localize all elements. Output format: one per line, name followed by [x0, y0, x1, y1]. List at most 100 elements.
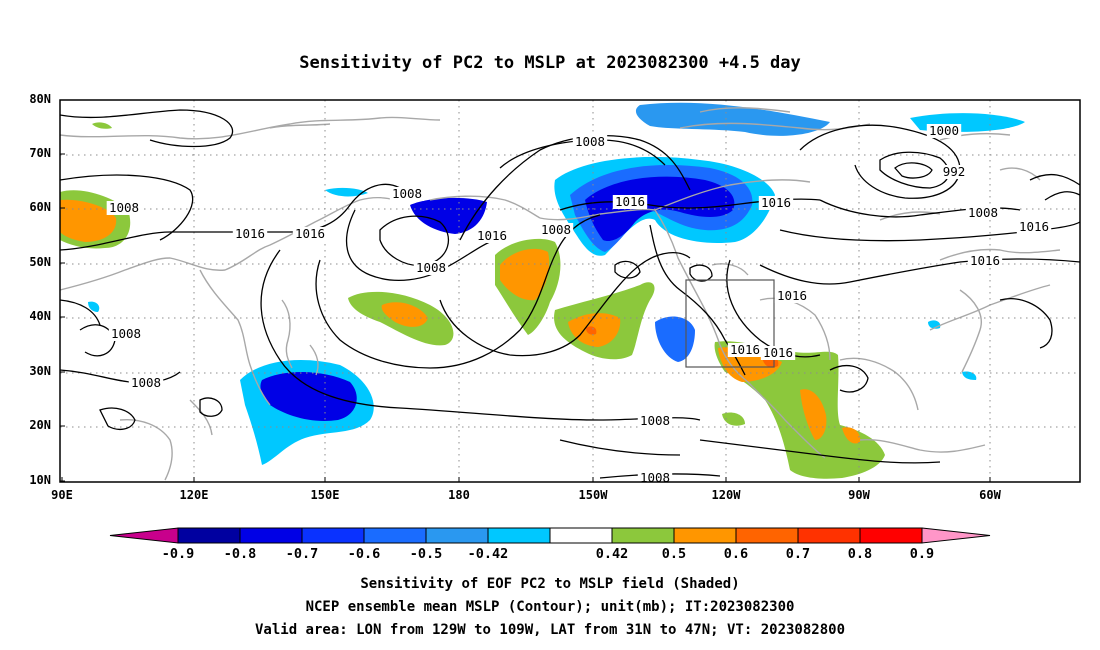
positive-sensitivity-west-core: [60, 199, 117, 242]
negative-sensitivity-west-pacific-core: [260, 371, 357, 421]
positive-sensitivity-subtropical-peak: [586, 326, 597, 335]
contour-label-bg: [758, 196, 794, 210]
contour-label-bg: [926, 124, 962, 138]
colorbar-tick-label: 0.7: [786, 546, 810, 562]
contour-label: 1008: [109, 200, 139, 215]
contour-label-bg: [940, 165, 968, 179]
y-tick-label: 50N: [29, 255, 51, 269]
positive-sensitivity-central-pacific-core: [500, 248, 550, 301]
contour-label-bg: [612, 195, 648, 209]
negative-sensitivity-small-4: [88, 301, 100, 312]
colorbar-high-extension: [921, 527, 991, 544]
colorbar-tick-label: 0.8: [848, 546, 872, 562]
contour-label-bg: [760, 346, 796, 360]
contour-label: 1016: [477, 228, 507, 243]
colorbar-swatch: [487, 527, 551, 544]
caption-line-1: Sensitivity of EOF PC2 to MSLP field (Sh…: [360, 576, 739, 592]
contour-label: 1008: [541, 222, 571, 237]
contour-label-bg: [967, 254, 1003, 268]
sensitivity-shading: [60, 102, 1025, 479]
contour-label-bg: [774, 289, 810, 303]
negative-sensitivity-east-pacific: [655, 316, 695, 362]
map-title: Sensitivity of PC2 to MSLP at 2023082300…: [299, 53, 801, 73]
colorbar-swatch: [859, 527, 923, 544]
negative-sensitivity-small-1: [325, 187, 368, 197]
colorbar: -0.9 -0.8 -0.7 -0.6 -0.5 -0.42 0.42 0.5 0.6 0.7 0.…: [109, 527, 991, 562]
colorbar-swatch: [797, 527, 861, 544]
map-border: [59, 99, 1081, 483]
positive-sensitivity-north-pacific-core: [381, 302, 428, 327]
colorbar-tick-label: 0.9: [910, 546, 934, 562]
contour-label-bg: [128, 376, 164, 390]
colorbar-tick-label: 0.6: [724, 546, 748, 562]
contour-label: 1008: [111, 326, 141, 341]
contour-label: 1008: [968, 205, 998, 220]
y-tick-label: 80N: [29, 92, 51, 106]
contour-label: 1016: [1019, 219, 1049, 234]
contour-label: 1016: [777, 288, 807, 303]
x-tick-label: 180: [448, 488, 470, 502]
colorbar-tick-label: -0.8: [224, 546, 257, 562]
colorbar-tick-label: -0.42: [468, 546, 509, 562]
x-tick-label: 60W: [979, 488, 1001, 502]
negative-sensitivity-small-3: [962, 371, 977, 380]
contour-label-bg: [1016, 220, 1052, 234]
x-tick-label: 150E: [311, 488, 340, 502]
contour-label: 1016: [615, 194, 645, 209]
graticule: [60, 100, 1080, 482]
colorbar-tick-label: -0.5: [410, 546, 443, 562]
positive-sensitivity-mexico-south: [800, 389, 827, 440]
positive-sensitivity-small-west: [92, 122, 112, 129]
contour-label: 1016: [970, 253, 1000, 268]
valid-area-box: [685, 279, 775, 368]
y-tick-label: 60N: [29, 200, 51, 214]
colorbar-swatch: [301, 527, 365, 544]
contour-label-bg: [106, 201, 142, 215]
colorbar-low-extension: [109, 527, 179, 544]
map-background: [60, 100, 1080, 482]
contour-label-bg: [232, 227, 268, 241]
contour-label-bg: [292, 227, 328, 241]
contour-label-bg: [538, 223, 574, 237]
colorbar-swatch: [177, 527, 241, 544]
contour-label: 1016: [763, 345, 793, 360]
contour-label: 1008: [640, 413, 670, 428]
contour-label-bg: [572, 135, 608, 149]
colorbar-swatch: [549, 527, 613, 544]
y-tick-label: 70N: [29, 146, 51, 160]
colorbar-tick-label: 0.42: [596, 546, 629, 562]
colorbar-tick-label: -0.9: [162, 546, 195, 562]
colorbar-swatch: [363, 527, 427, 544]
colorbar-tick-label: 0.5: [662, 546, 686, 562]
contour-label: 1016: [235, 226, 265, 241]
contour-label: 1000: [929, 123, 959, 138]
contour-label: 1008: [575, 134, 605, 149]
contour-label: 1008: [131, 375, 161, 390]
colorbar-swatch: [735, 527, 799, 544]
contour-labels: 1008 1008 1016 1016 1008 1008 1008 1008 1008 1016…: [106, 123, 1052, 485]
colorbar-tick-label: -0.6: [348, 546, 381, 562]
x-tick-label: 150W: [579, 488, 609, 502]
x-tick-label: 120W: [712, 488, 742, 502]
contour-label: 1016: [295, 226, 325, 241]
colorbar-swatch: [239, 527, 303, 544]
contour-label: 1008: [392, 186, 422, 201]
y-tick-label: 10N: [29, 473, 51, 487]
contour-label-bg: [389, 187, 425, 201]
positive-sensitivity-small-east: [722, 412, 745, 426]
x-axis-ticks: 90E 120E 150E 180 150W 120W 90W 60W: [51, 477, 1002, 502]
colorbar-tick-label: -0.7: [286, 546, 319, 562]
contour-label: 1008: [416, 260, 446, 275]
x-tick-label: 90W: [848, 488, 870, 502]
map-panel: 1008 1008 1016 1016 1008 1008 1008 1008 1008 1016…: [29, 92, 1081, 502]
contour-label-bg: [413, 261, 449, 275]
caption-line-3: Valid area: LON from 129W to 109W, LAT f…: [255, 622, 845, 638]
colorbar-swatch: [611, 527, 675, 544]
x-tick-label: 120E: [180, 488, 209, 502]
colorbar-swatch: [673, 527, 737, 544]
positive-sensitivity-caribbean: [842, 427, 861, 444]
contour-label-bg: [108, 327, 144, 341]
contour-label-bg: [727, 343, 763, 357]
contour-label-bg: [474, 229, 510, 243]
